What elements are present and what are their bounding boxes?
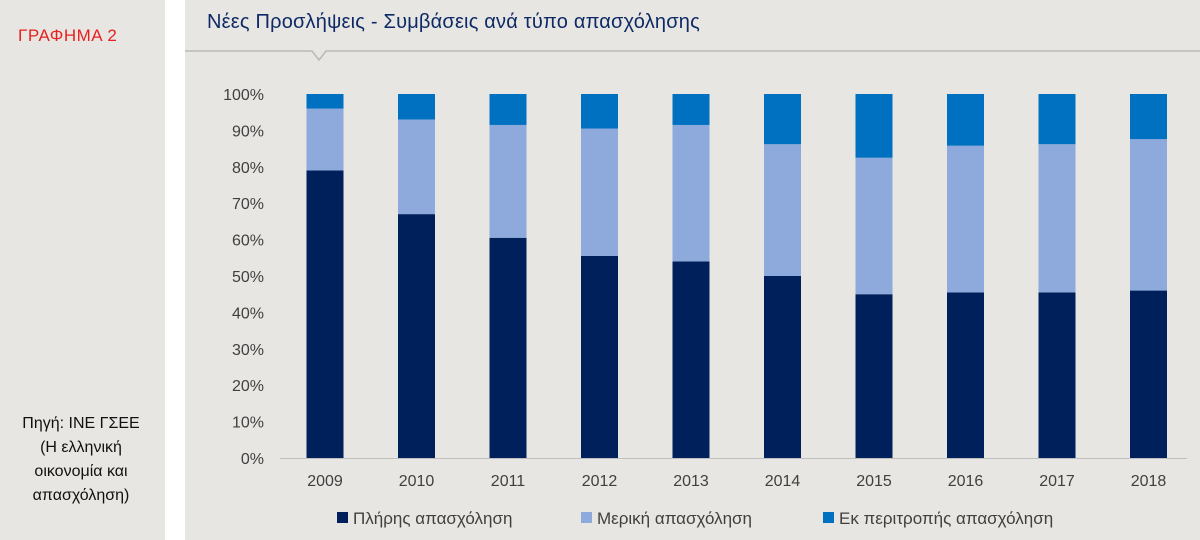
bar-segment	[947, 145, 984, 293]
bar-stack-2009	[306, 94, 344, 458]
bar-segment	[581, 255, 618, 458]
bar-segment	[764, 276, 801, 458]
bar-stack-2011	[489, 94, 527, 458]
x-tick-label: 2018	[1131, 473, 1167, 490]
y-tick-label: 0%	[241, 451, 264, 468]
bar-segment	[489, 124, 527, 238]
y-tick-label: 30%	[232, 342, 264, 359]
bar-segment	[1038, 292, 1076, 458]
bar-segment	[947, 292, 984, 458]
stacked-bar-chart: 0%10%20%30%40%50%60%70%80%90%100% 2009 20…	[223, 87, 1187, 528]
source-note: Πηγή: ΙΝΕ ΓΣΕΕ (Η ελληνική οικονομία και…	[22, 415, 140, 504]
y-tick-label: 10%	[232, 415, 264, 432]
bar-segment	[398, 94, 435, 120]
y-tick-label: 90%	[232, 123, 264, 140]
x-tick-label: 2013	[673, 473, 709, 490]
bar-stack-2017	[1038, 94, 1076, 458]
bar-stack-2015	[855, 94, 893, 458]
bars	[306, 94, 1167, 458]
chart-title: Νέες Προσλήψεις - Συμβάσεις ανά τύπο απα…	[207, 11, 700, 33]
bar-segment	[764, 144, 801, 276]
bar-segment	[306, 170, 344, 458]
bar-stack-2014	[764, 94, 801, 458]
bar-stack-2013	[672, 94, 710, 458]
bar-segment	[855, 294, 893, 458]
legend-label: Εκ περιτροπής απασχόληση	[839, 509, 1053, 528]
bar-segment	[855, 94, 893, 158]
bar-segment	[1130, 139, 1167, 291]
legend-swatch	[337, 512, 348, 523]
bar-segment	[1130, 94, 1167, 140]
bar-segment	[855, 157, 893, 295]
y-tick-label: 80%	[232, 160, 264, 177]
x-tick-label: 2016	[948, 473, 984, 490]
chart-panel: Νέες Προσλήψεις - Συμβάσεις ανά τύπο απα…	[185, 0, 1200, 540]
y-tick-label: 60%	[232, 233, 264, 250]
bar-segment	[489, 237, 527, 458]
legend-item: Μερική απασχόληση	[581, 509, 752, 528]
x-tick-label: 2015	[856, 473, 892, 490]
bar-segment	[672, 261, 710, 458]
panel-divider	[165, 0, 185, 540]
figure-number: ΓΡΑΦΗΜΑ 2	[18, 26, 118, 45]
bar-segment	[1038, 144, 1076, 293]
x-tick-label: 2011	[491, 473, 526, 490]
bar-segment	[398, 214, 435, 458]
bar-stack-2016	[947, 94, 984, 458]
heading-underline	[185, 50, 1200, 62]
sidebar: ΓΡΑΦΗΜΑ 2 Πηγή: ΙΝΕ ΓΣΕΕ (Η ελληνική οικ…	[0, 0, 165, 540]
legend: Πλήρης απασχόληση Μερική απασχόληση Εκ περ…	[337, 509, 1053, 528]
legend-label: Πλήρης απασχόληση	[353, 509, 512, 528]
y-axis: 0% 10% 20% 30% 40% 50% 60% 70% 80% 90% 100%	[223, 87, 264, 468]
y-tick-label: 70%	[232, 196, 264, 213]
y-tick-label: 100%	[223, 87, 264, 104]
bar-segment	[1130, 290, 1167, 458]
x-tick-label: 2017	[1039, 473, 1075, 490]
bar-stack-2018	[1130, 94, 1167, 458]
y-tick-label: 50%	[232, 269, 264, 286]
bar-segment	[764, 94, 801, 145]
x-tick-label: 2009	[307, 473, 343, 490]
y-tick-label: 40%	[232, 305, 264, 322]
bar-segment	[672, 124, 710, 262]
bar-segment	[489, 94, 527, 125]
y-tick-label: 20%	[232, 378, 264, 395]
x-tick-label: 2010	[399, 473, 435, 490]
legend-item: Εκ περιτροπής απασχόληση	[823, 509, 1053, 528]
legend-swatch	[823, 512, 834, 523]
bar-segment	[1038, 94, 1076, 145]
x-axis: 2009 2010 2011 2012 2013 2014 2015 2016 2017 2018	[280, 458, 1187, 490]
x-tick-label: 2012	[582, 473, 618, 490]
bar-segment	[581, 94, 618, 129]
bar-segment	[306, 94, 344, 109]
bar-segment	[672, 94, 710, 125]
bar-segment	[398, 119, 435, 215]
x-tick-label: 2014	[765, 473, 801, 490]
legend-label: Μερική απασχόληση	[597, 509, 752, 528]
bar-stack-2012	[581, 94, 618, 458]
bar-segment	[581, 128, 618, 256]
bar-stack-2010	[398, 94, 435, 458]
bar-segment	[306, 108, 344, 171]
bar-segment	[947, 94, 984, 146]
legend-item: Πλήρης απασχόληση	[337, 509, 512, 528]
legend-swatch	[581, 512, 592, 523]
